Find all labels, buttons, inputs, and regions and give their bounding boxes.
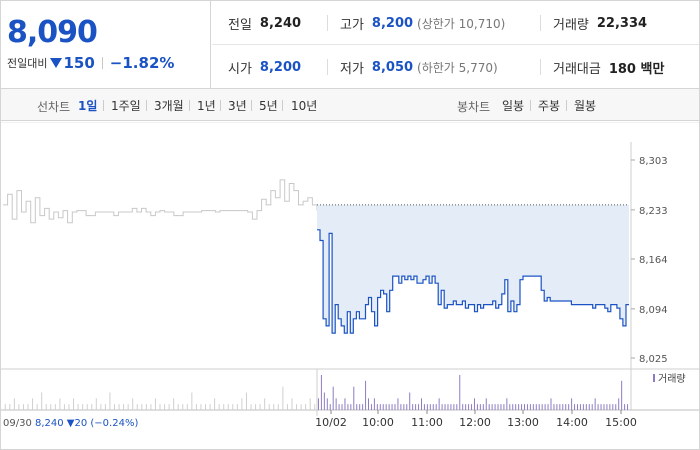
open-label: 시가 bbox=[228, 61, 252, 77]
open-value: 8,200 bbox=[259, 59, 302, 75]
divider bbox=[327, 15, 328, 31]
change-label: 전일대비 bbox=[7, 57, 48, 70]
x-tick-label: 13:00 bbox=[507, 416, 539, 429]
prev-day-line bbox=[3, 179, 318, 224]
divider bbox=[101, 57, 103, 69]
volume-value: 22,334 bbox=[596, 15, 648, 31]
divider bbox=[189, 100, 190, 111]
line-chart-label: 선차트 bbox=[37, 100, 71, 114]
volume-legend-swatch bbox=[653, 374, 655, 382]
divider bbox=[540, 59, 541, 75]
tab-10year[interactable]: 10년 bbox=[291, 99, 318, 113]
divider bbox=[566, 100, 567, 111]
change-percent: −1.82% bbox=[109, 54, 175, 72]
tab-1week[interactable]: 1주일 bbox=[111, 99, 141, 113]
low-label: 저가 bbox=[340, 61, 364, 77]
down-triangle-icon bbox=[50, 58, 63, 68]
prev-close-value: 8,240 bbox=[259, 15, 302, 31]
stats-row-2: 시가 8,200 저가 8,050 (하한가 5,770) 거래대금 180 백… bbox=[212, 45, 699, 89]
change-value: 150 bbox=[63, 54, 95, 72]
divider bbox=[327, 59, 328, 75]
change-row: 전일대비 150 −1.82% bbox=[7, 54, 174, 72]
x-tick-label: 10/02 bbox=[315, 416, 347, 429]
divider bbox=[220, 100, 221, 111]
prev-close-label: 전일 bbox=[228, 17, 252, 33]
candle-chart-label: 봉차트 bbox=[457, 100, 491, 114]
current-price: 8,090 bbox=[7, 15, 98, 50]
lower-limit: (하한가 5,770) bbox=[417, 60, 498, 75]
x-tick-label: 12:00 bbox=[459, 416, 491, 429]
tab-1day[interactable]: 1일 bbox=[78, 99, 98, 113]
divider bbox=[251, 100, 252, 111]
divider bbox=[103, 100, 104, 111]
divider bbox=[540, 15, 541, 31]
amount-label: 거래대금 bbox=[553, 61, 601, 77]
quote-summary: 8,090 전일대비 150 −1.82% 전일 8,240 고가 8,200 … bbox=[1, 1, 699, 89]
y-tick-label: 8,164 bbox=[639, 255, 668, 266]
low-value: 8,050 bbox=[371, 59, 414, 75]
tab-weekly-candle[interactable]: 주봉 bbox=[538, 99, 561, 113]
today-price-line bbox=[317, 229, 629, 334]
amount-value: 180 백만 bbox=[608, 61, 665, 77]
stats-row-1: 전일 8,240 고가 8,200 (상한가 10,710) 거래량 22,33… bbox=[212, 1, 699, 45]
tab-3year[interactable]: 3년 bbox=[228, 99, 247, 113]
high-label: 고가 bbox=[340, 17, 364, 33]
y-tick-label: 8,303 bbox=[639, 156, 668, 167]
low-cell: 저가 8,050 (하한가 5,770) bbox=[340, 45, 498, 89]
volume-cell: 거래량 22,334 bbox=[553, 1, 647, 45]
y-tick-label: 8,094 bbox=[639, 305, 668, 316]
divider bbox=[146, 100, 147, 111]
price-chart-svg: 8,303 8,233 8,164 8,094 8,025 10/02 10:00 11:00… bbox=[1, 122, 699, 429]
x-tick-label: 11:00 bbox=[411, 416, 443, 429]
tab-5year[interactable]: 5년 bbox=[259, 99, 278, 113]
y-tick-label: 8,025 bbox=[639, 354, 668, 365]
upper-limit: (상한가 10,710) bbox=[417, 16, 506, 31]
intraday-chart: 8,303 8,233 8,164 8,094 8,025 10/02 10:00 11:00… bbox=[1, 122, 699, 449]
open-cell: 시가 8,200 bbox=[228, 45, 301, 89]
prev-day-date: 09/30 bbox=[3, 418, 32, 429]
tab-daily-candle[interactable]: 일봉 bbox=[502, 99, 525, 113]
divider bbox=[282, 100, 283, 111]
y-tick-label: 8,233 bbox=[639, 206, 668, 217]
tab-3month[interactable]: 3개월 bbox=[154, 99, 184, 113]
high-cell: 고가 8,200 (상한가 10,710) bbox=[340, 1, 505, 45]
chart-period-tabs: 선차트 1일 1주일 3개월 1년 3년 5년 10년 봉차트 일봉 주봉 월봉 bbox=[1, 89, 699, 121]
high-value: 8,200 bbox=[371, 15, 414, 31]
prev-day-close: 8,240 ▼20 (−0.24%) bbox=[35, 418, 138, 429]
x-tick-label: 14:00 bbox=[556, 416, 588, 429]
x-tick-label: 10:00 bbox=[362, 416, 394, 429]
tab-monthly-candle[interactable]: 월봉 bbox=[574, 99, 597, 113]
tab-1year[interactable]: 1년 bbox=[197, 99, 216, 113]
price-box: 8,090 전일대비 150 −1.82% bbox=[1, 1, 211, 89]
volume-label: 거래량 bbox=[553, 17, 589, 33]
x-tick-label: 15:00 bbox=[605, 416, 637, 429]
amount-cell: 거래대금 180 백만 bbox=[553, 45, 664, 89]
today-area-fill bbox=[317, 204, 629, 334]
divider bbox=[530, 100, 531, 111]
prev-close-cell: 전일 8,240 bbox=[228, 1, 301, 45]
volume-legend-label: 거래량 bbox=[658, 373, 686, 385]
